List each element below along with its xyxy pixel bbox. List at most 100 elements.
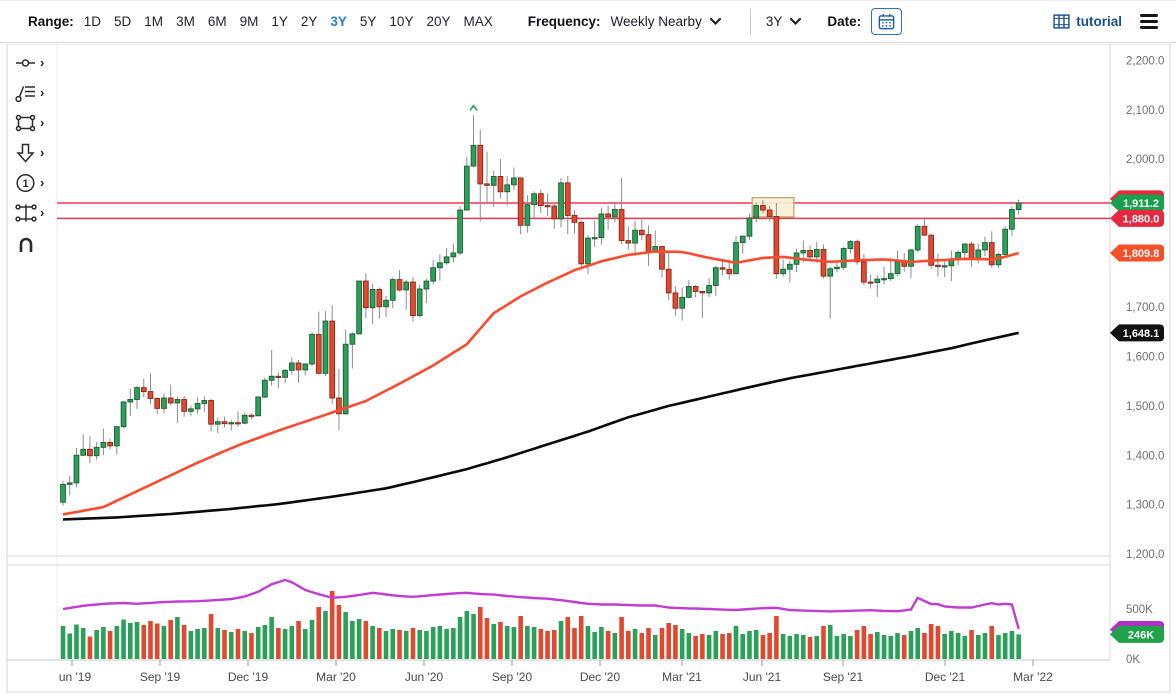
submenu-chevron-icon[interactable]: › bbox=[40, 115, 45, 130]
volume-bar bbox=[626, 631, 631, 659]
volume-bar bbox=[403, 631, 409, 659]
candlestick-chart-canvas[interactable]: 2,200.0 2,100.0 2,000.0 1,700.0 1,600.0 1,500… bbox=[0, 44, 1176, 694]
range-button-1d[interactable]: 1D bbox=[83, 14, 102, 29]
candle-body bbox=[295, 362, 302, 371]
volume-axis-label: 0K bbox=[1126, 654, 1140, 666]
value-badge bbox=[1110, 194, 1164, 212]
volume-bar bbox=[383, 631, 389, 659]
volume-bar bbox=[343, 612, 348, 659]
volume-bar bbox=[531, 627, 537, 659]
range-button-3y[interactable]: 3Y bbox=[330, 14, 347, 29]
volume-bar bbox=[646, 628, 651, 659]
range-button-6m[interactable]: 6M bbox=[207, 14, 227, 29]
volume-bar bbox=[208, 614, 214, 659]
volume-bar bbox=[471, 614, 476, 659]
arrow-marker-tool[interactable]: › bbox=[14, 142, 44, 163]
volume-bar bbox=[114, 626, 120, 659]
volume-bar bbox=[397, 630, 402, 659]
candle-body bbox=[659, 246, 665, 270]
range-button-20y[interactable]: 20Y bbox=[426, 14, 451, 29]
candle-body bbox=[161, 397, 167, 409]
axis-badges: 1,911.2 1,880.0 1,809.8 1,648.1 246K bbox=[1110, 190, 1164, 643]
value-badge-label: 1,648.1 bbox=[1123, 328, 1160, 340]
volume-bar bbox=[148, 621, 153, 659]
submenu-chevron-icon[interactable]: › bbox=[40, 145, 45, 160]
volume-bar bbox=[1002, 633, 1008, 659]
zoom-range-value: 3Y bbox=[765, 14, 783, 29]
volume-bar bbox=[269, 617, 274, 659]
candle-body bbox=[430, 267, 437, 282]
candle-body bbox=[544, 205, 551, 208]
volume-bar bbox=[222, 630, 227, 659]
value-badge bbox=[1110, 625, 1164, 643]
time-axis-label: Dec '21 bbox=[925, 670, 966, 684]
volume-bar bbox=[464, 611, 470, 659]
range-button-10y[interactable]: 10Y bbox=[389, 14, 414, 29]
shape-rectangle-tool[interactable]: › bbox=[14, 112, 44, 133]
magnet-snap-tool[interactable] bbox=[14, 232, 37, 253]
candle-body bbox=[537, 193, 544, 207]
candle-body bbox=[288, 362, 295, 371]
candle-body bbox=[861, 261, 867, 283]
fast-moving-average-line[interactable] bbox=[62, 250, 1020, 516]
date-picker-button[interactable] bbox=[871, 8, 903, 35]
menu-button[interactable] bbox=[1138, 12, 1160, 31]
submenu-chevron-icon[interactable]: › bbox=[40, 175, 45, 190]
volume-bar bbox=[935, 626, 941, 659]
submenu-chevron-icon[interactable]: › bbox=[40, 85, 45, 100]
open-interest-line[interactable] bbox=[62, 578, 1020, 630]
range-button-2y[interactable]: 2Y bbox=[300, 14, 318, 29]
candle-body bbox=[612, 209, 618, 218]
volume-bar bbox=[134, 622, 140, 659]
volume-bar bbox=[652, 635, 658, 659]
range-button-5d[interactable]: 5D bbox=[114, 14, 132, 29]
shape-rectangle-tool-icon bbox=[15, 114, 36, 131]
candle-body bbox=[598, 213, 605, 239]
candle-body bbox=[410, 281, 416, 317]
volume-bar bbox=[430, 627, 436, 659]
candle-body bbox=[571, 214, 578, 223]
volume-bar bbox=[901, 635, 907, 659]
tutorial-link[interactable]: tutorial bbox=[1053, 14, 1122, 29]
volume-bar bbox=[572, 628, 577, 659]
candle-body bbox=[369, 289, 376, 309]
volume-bar bbox=[377, 628, 382, 659]
volume-bar bbox=[908, 631, 914, 659]
toolbar-divider bbox=[749, 8, 751, 35]
volume-axis-label: 500K bbox=[1126, 604, 1153, 616]
frequency-dropdown[interactable]: Weekly Nearby bbox=[611, 14, 721, 29]
candle-body bbox=[914, 225, 921, 251]
slow-moving-average-line[interactable] bbox=[62, 331, 1019, 521]
range-button-3m[interactable]: 3M bbox=[176, 14, 195, 29]
range-button-1y[interactable]: 1Y bbox=[271, 14, 288, 29]
range-button-9m[interactable]: 9M bbox=[239, 14, 259, 29]
volume-bar bbox=[639, 633, 645, 659]
candle-body bbox=[719, 267, 726, 270]
volume-bar bbox=[753, 630, 759, 659]
trend-line-tool[interactable]: › bbox=[14, 52, 44, 73]
number-marker-tool-icon: 1 bbox=[16, 173, 35, 192]
measure-tool[interactable]: › bbox=[14, 202, 44, 223]
volume-bar bbox=[444, 629, 449, 659]
annotation-note-tool[interactable]: › bbox=[14, 82, 44, 103]
volume-bar bbox=[175, 617, 180, 659]
candle-body bbox=[578, 221, 585, 265]
candle-body bbox=[383, 299, 389, 308]
price-axis-label: 1,600.0 bbox=[1126, 352, 1164, 364]
zoom-range-dropdown[interactable]: 3Y bbox=[766, 14, 802, 29]
candle-body bbox=[800, 250, 807, 254]
number-marker-tool[interactable]: 1 › bbox=[14, 172, 44, 193]
volume-bar bbox=[296, 621, 301, 659]
value-badge-label: 246K bbox=[1128, 629, 1154, 641]
arrow-marker-tool-icon bbox=[16, 143, 35, 163]
volume-bar bbox=[215, 628, 221, 659]
range-button-5y[interactable]: 5Y bbox=[359, 14, 377, 29]
submenu-chevron-icon[interactable]: › bbox=[40, 55, 45, 70]
horizontal-price-lines[interactable] bbox=[57, 202, 1110, 220]
range-button-1m[interactable]: 1M bbox=[144, 14, 164, 29]
submenu-chevron-icon[interactable]: › bbox=[40, 205, 45, 220]
chart-frame bbox=[6, 44, 1171, 693]
volume-bar bbox=[975, 635, 981, 659]
range-button-max[interactable]: MAX bbox=[463, 14, 493, 29]
